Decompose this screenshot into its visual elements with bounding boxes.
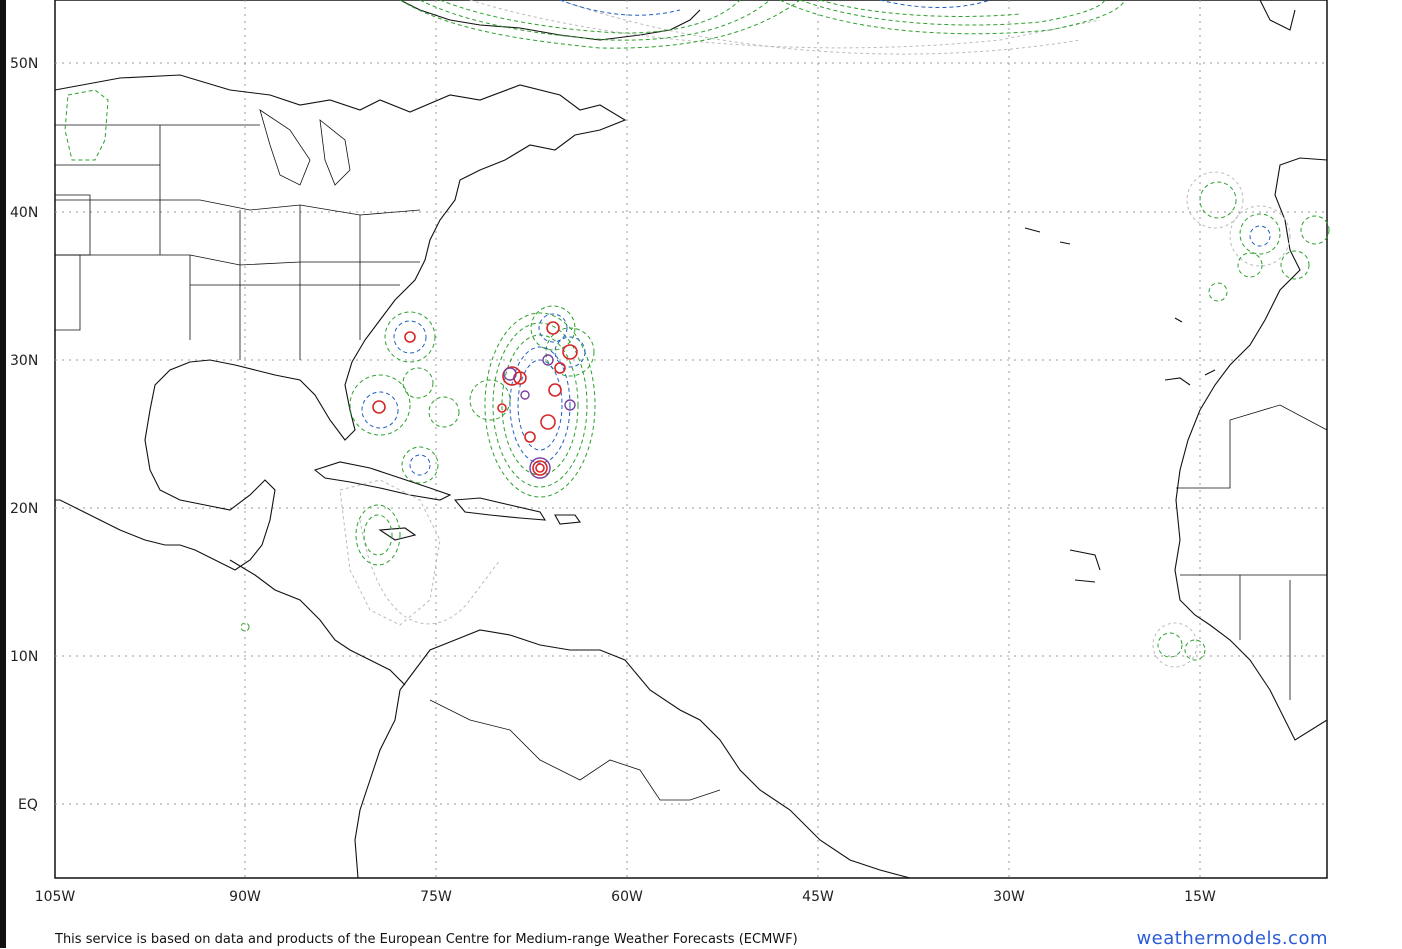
- lat-label: EQ: [18, 797, 38, 813]
- lon-label: 15W: [1184, 889, 1216, 905]
- lon-label: 105W: [35, 889, 76, 905]
- lat-label: 50N: [10, 56, 38, 72]
- attribution-text: This service is based on data and produc…: [55, 932, 798, 947]
- caribbean-islands: [313, 461, 581, 541]
- north-america-coastline: [54, 0, 701, 686]
- us-borders: [55, 109, 421, 360]
- south-america-coastline: [354, 629, 911, 879]
- purple-contours: [503, 354, 576, 479]
- lat-label: 10N: [10, 649, 38, 665]
- window-edge: [0, 0, 6, 948]
- lat-label: 30N: [10, 353, 38, 369]
- lat-label: 20N: [10, 501, 38, 517]
- gray-contours: [339, 0, 1291, 668]
- map-frame: [54, 0, 1328, 879]
- europe-africa-coastline: [1024, 0, 1328, 741]
- blue-contours: [361, 0, 1271, 476]
- lon-label: 60W: [611, 889, 643, 905]
- lon-labels: 105W 90W 75W 60W 45W 30W 15W: [35, 889, 1216, 905]
- lon-label: 30W: [993, 889, 1025, 905]
- lon-label: 90W: [229, 889, 261, 905]
- red-contours: [372, 321, 578, 476]
- lat-label: 40N: [10, 205, 38, 221]
- lon-label: 75W: [420, 889, 452, 905]
- lat-labels: 50N 40N 30N 20N 10N EQ: [10, 56, 38, 813]
- green-contours: [64, 0, 1330, 661]
- lon-label: 45W: [802, 889, 834, 905]
- gridlines: [55, 0, 1327, 878]
- brand-link[interactable]: weathermodels.com: [1136, 928, 1328, 949]
